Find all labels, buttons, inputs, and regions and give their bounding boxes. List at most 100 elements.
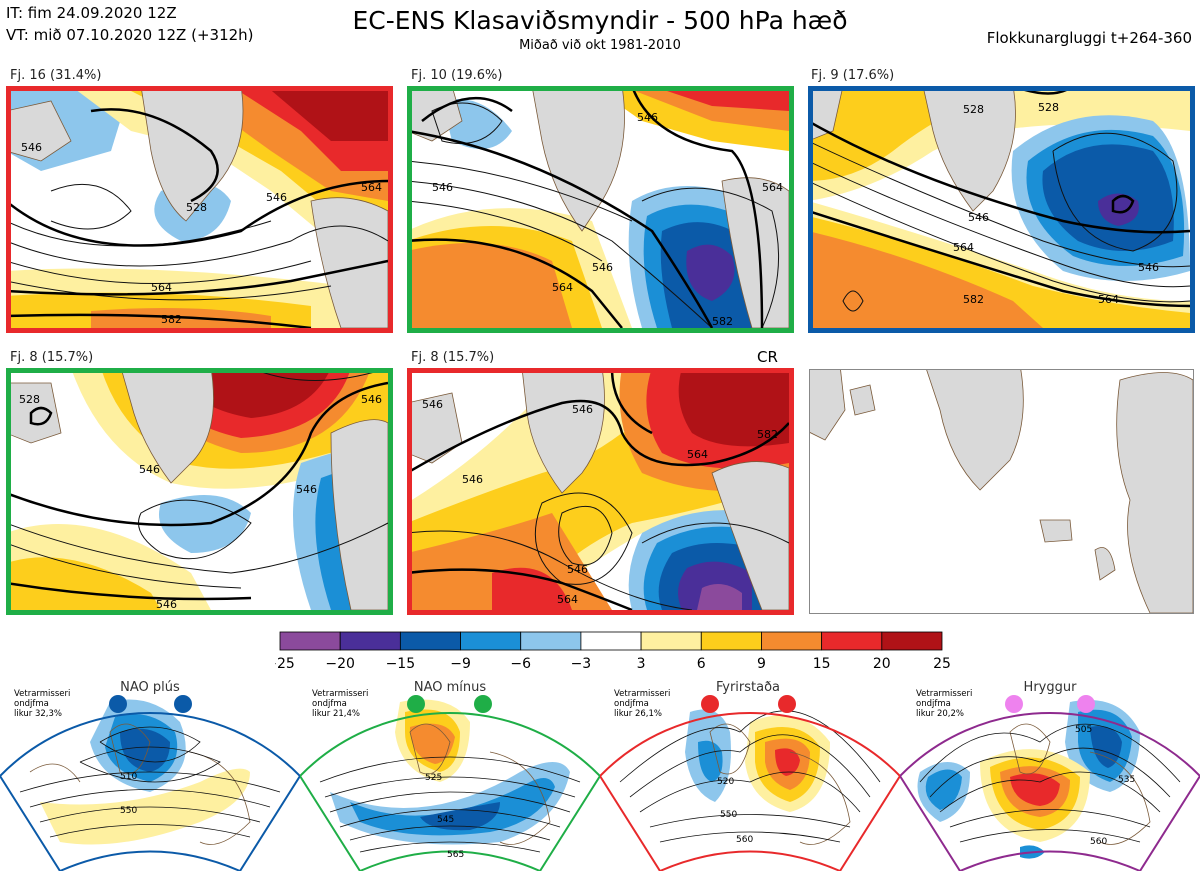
regime-ridge: Hryggur Vetrarmisseri ondjfma likur 20,2… xyxy=(900,680,1200,871)
cr-marker: CR xyxy=(757,348,778,366)
regime-name: NAO plús xyxy=(120,680,180,695)
regime-name: NAO mínus xyxy=(414,680,487,695)
contour-label-546: 546 xyxy=(422,398,443,411)
colorbar-bin xyxy=(279,631,341,651)
cluster-2-label: Fj. 10 (19.6%) xyxy=(411,68,503,83)
cluster-4-label: Fj. 8 (15.7%) xyxy=(10,350,94,365)
contour-label-528: 528 xyxy=(963,103,984,116)
svg-text:Vetrarmisseri: Vetrarmisseri xyxy=(14,689,70,699)
issue-time: IT: fim 24.09.2020 12Z xyxy=(6,4,177,22)
regime-nao-plus: NAO plús Vetrarmisseri ondjfma likur 32,… xyxy=(0,680,300,871)
regime-dot xyxy=(1077,695,1095,713)
svg-text:545: 545 xyxy=(437,815,454,825)
land xyxy=(122,373,214,484)
svg-text:Vetrarmisseri: Vetrarmisseri xyxy=(916,689,972,699)
colorbar-bin xyxy=(700,631,762,651)
colorbar-tick-label: −6 xyxy=(510,656,531,672)
colorbar-bin xyxy=(520,631,582,651)
contour-label-582: 582 xyxy=(161,313,182,326)
colorbar-bin xyxy=(580,631,642,651)
contour-label-564: 564 xyxy=(953,241,974,254)
contour-label-564: 564 xyxy=(361,181,382,194)
contour-label-546: 546 xyxy=(572,403,593,416)
regime-name: Fyrirstaða xyxy=(716,680,780,695)
land xyxy=(11,100,72,162)
colorbar-bin xyxy=(761,631,823,651)
contour-label-546: 546 xyxy=(968,211,989,224)
colorbar-tick-label: −20 xyxy=(325,656,355,672)
regime-dot xyxy=(1005,695,1023,713)
contour-label-546: 546 xyxy=(156,598,177,610)
anom-pos xyxy=(813,91,1000,181)
regime-nao-minus: NAO mínus Vetrarmisseri ondjfma likur 21… xyxy=(300,680,600,871)
anom-pos xyxy=(813,232,1043,328)
regime-dot xyxy=(474,695,492,713)
contour-label-546: 546 xyxy=(432,181,453,194)
anom-pos xyxy=(492,567,572,610)
contour-label-546: 546 xyxy=(592,261,613,274)
contour-label-546: 546 xyxy=(21,141,42,154)
colorbar-bin xyxy=(399,631,461,651)
colorbar-tick-label: 3 xyxy=(637,656,646,672)
contour-label-528: 528 xyxy=(1038,101,1059,114)
contour-label-564: 564 xyxy=(552,281,573,294)
land xyxy=(1116,372,1193,613)
contour-label-582: 582 xyxy=(712,315,733,328)
svg-text:likur 32,3%: likur 32,3% xyxy=(14,709,62,719)
contour-label-546: 546 xyxy=(567,563,588,576)
svg-text:Vetrarmisseri: Vetrarmisseri xyxy=(614,689,670,699)
chart-subtitle: Miðað við okt 1981-2010 xyxy=(519,38,681,53)
regime-dot xyxy=(174,695,192,713)
colorbar-bin xyxy=(881,631,943,651)
anom-neg xyxy=(697,584,742,610)
colorbar-bin xyxy=(821,631,883,651)
regime-dot xyxy=(778,695,796,713)
colorbar: −25 −20 −15 −9 −6 −3 3 6 9 15 20 25 xyxy=(275,631,951,672)
svg-text:likur 26,1%: likur 26,1% xyxy=(614,709,662,719)
land xyxy=(721,177,789,328)
cluster-3-map: 528 528 546 564 546 564 582 xyxy=(808,86,1195,333)
anom-pos xyxy=(678,373,789,447)
contour-label-564: 564 xyxy=(1098,293,1119,306)
anom-neg xyxy=(1098,193,1139,226)
cluster-5-label: Fj. 8 (15.7%) xyxy=(411,350,495,365)
contour-label-528: 528 xyxy=(186,201,207,214)
cluster-2-map: 546 546 564 546 564 582 xyxy=(407,86,794,333)
regime-blocking: Fyrirstaða Vetrarmisseri ondjfma likur 2… xyxy=(600,680,900,871)
colorbar-tick-label: −3 xyxy=(571,656,592,672)
svg-text:535: 535 xyxy=(1118,775,1135,785)
anom-pos xyxy=(271,91,388,141)
regime-dot xyxy=(109,695,127,713)
land xyxy=(11,382,62,444)
contour-label-546: 546 xyxy=(139,463,160,476)
colorbar-bin xyxy=(460,631,522,651)
contour-label-546: 546 xyxy=(462,473,483,486)
colorbar-tick-label: 20 xyxy=(873,656,891,672)
land xyxy=(849,384,876,416)
svg-text:550: 550 xyxy=(720,810,737,820)
colorbar-tick-label: 15 xyxy=(813,656,831,672)
colorbar-tick-label: −15 xyxy=(386,656,416,672)
contour-label-582: 582 xyxy=(963,293,984,306)
colorbar-tick-label: 25 xyxy=(933,656,951,672)
svg-text:550: 550 xyxy=(120,806,137,816)
land xyxy=(711,461,789,610)
svg-text:560: 560 xyxy=(736,835,753,845)
land xyxy=(923,91,1016,212)
svg-text:565: 565 xyxy=(447,850,464,860)
land xyxy=(926,370,1024,491)
svg-text:520: 520 xyxy=(717,777,734,787)
svg-text:505: 505 xyxy=(1075,725,1092,735)
land xyxy=(1039,519,1073,543)
colorbar-tick-label: −9 xyxy=(450,656,471,672)
contour-label-564: 564 xyxy=(762,181,783,194)
contour-label-546: 546 xyxy=(637,111,658,124)
colorbar-bin xyxy=(339,631,401,651)
anom-neg xyxy=(686,244,735,301)
colorbar-bin xyxy=(640,631,702,651)
anom-pos xyxy=(412,513,612,610)
contour-label-564: 564 xyxy=(557,593,578,606)
valid-time: VT: mið 07.10.2020 12Z (+312h) xyxy=(6,26,254,44)
svg-text:likur 21,4%: likur 21,4% xyxy=(312,709,360,719)
svg-text:ondjfma: ondjfma xyxy=(614,699,649,709)
